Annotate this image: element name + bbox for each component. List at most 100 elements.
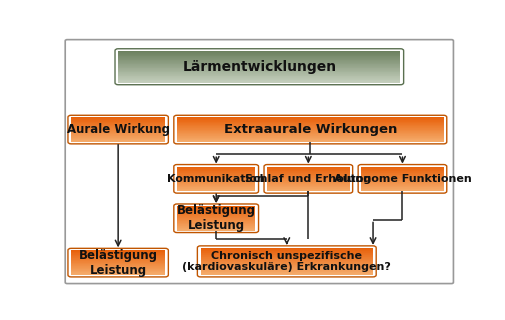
Bar xyxy=(267,185,349,186)
Text: Kommunikation: Kommunikation xyxy=(167,174,265,184)
Bar xyxy=(71,123,165,124)
Bar xyxy=(177,183,255,184)
Bar xyxy=(118,57,400,58)
Bar xyxy=(71,265,165,266)
Bar xyxy=(177,184,255,185)
Bar xyxy=(71,135,165,136)
Bar xyxy=(361,176,443,177)
Bar xyxy=(267,170,349,171)
Bar xyxy=(118,77,400,78)
Bar xyxy=(200,258,372,259)
Bar xyxy=(177,219,255,220)
Bar xyxy=(361,187,443,188)
Bar xyxy=(361,173,443,174)
Bar xyxy=(200,268,372,269)
Bar xyxy=(71,255,165,256)
Bar xyxy=(361,178,443,179)
Bar xyxy=(177,167,255,168)
Bar xyxy=(177,186,255,187)
Bar xyxy=(177,212,255,213)
Bar xyxy=(71,134,165,135)
Bar xyxy=(71,254,165,255)
Bar xyxy=(71,261,165,262)
Bar xyxy=(267,186,349,187)
Bar xyxy=(118,59,400,60)
Bar xyxy=(177,187,255,188)
Bar xyxy=(71,127,165,128)
Bar xyxy=(177,141,443,142)
Bar xyxy=(177,179,255,180)
Bar xyxy=(177,125,443,126)
Bar xyxy=(118,54,400,55)
Bar xyxy=(200,261,372,262)
Bar xyxy=(200,256,372,257)
Bar xyxy=(71,273,165,274)
Bar xyxy=(177,207,255,208)
Bar xyxy=(177,123,443,124)
Bar xyxy=(200,273,372,274)
Bar xyxy=(267,184,349,185)
Bar xyxy=(177,127,443,128)
Bar xyxy=(200,255,372,256)
Bar xyxy=(177,139,443,140)
Bar xyxy=(361,185,443,186)
Bar xyxy=(200,254,372,255)
Bar xyxy=(177,168,255,169)
Bar xyxy=(361,181,443,182)
Bar xyxy=(177,220,255,221)
Bar xyxy=(177,190,255,191)
Bar xyxy=(267,172,349,173)
Bar xyxy=(267,166,349,167)
Bar xyxy=(118,73,400,74)
Bar xyxy=(118,80,400,81)
Text: Chronisch unspezifische
(kardiovaskuläre) Erkrankungen?: Chronisch unspezifische (kardiovaskuläre… xyxy=(182,251,390,272)
Bar xyxy=(71,262,165,263)
Bar xyxy=(200,259,372,260)
Bar xyxy=(118,55,400,56)
Bar xyxy=(118,51,400,52)
Bar xyxy=(177,174,255,175)
Bar xyxy=(177,137,443,138)
Bar xyxy=(118,66,400,67)
Bar xyxy=(267,178,349,179)
Bar xyxy=(71,251,165,252)
Bar xyxy=(177,170,255,171)
Bar xyxy=(267,189,349,190)
Bar xyxy=(118,75,400,76)
Bar xyxy=(177,171,255,172)
Bar xyxy=(118,56,400,57)
Bar xyxy=(361,186,443,187)
Bar xyxy=(177,214,255,215)
Bar xyxy=(267,173,349,174)
Bar xyxy=(177,118,443,119)
Bar xyxy=(267,175,349,176)
Bar xyxy=(71,272,165,273)
Bar xyxy=(71,264,165,265)
Bar xyxy=(361,170,443,171)
Bar xyxy=(361,167,443,168)
Bar xyxy=(177,224,255,225)
FancyBboxPatch shape xyxy=(65,40,452,284)
Bar xyxy=(267,177,349,178)
Bar xyxy=(71,137,165,138)
Bar xyxy=(267,171,349,172)
Bar xyxy=(71,268,165,269)
Bar xyxy=(267,168,349,169)
Bar xyxy=(118,63,400,64)
Bar xyxy=(118,68,400,69)
Bar xyxy=(71,120,165,121)
Bar xyxy=(71,118,165,119)
Bar xyxy=(200,251,372,252)
Text: Lärmentwicklungen: Lärmentwicklungen xyxy=(182,60,336,74)
Bar xyxy=(71,266,165,267)
Bar xyxy=(177,120,443,121)
Bar xyxy=(361,190,443,191)
Bar xyxy=(361,169,443,170)
Bar xyxy=(71,259,165,260)
Bar xyxy=(177,208,255,209)
Bar xyxy=(177,217,255,218)
Bar xyxy=(200,266,372,267)
Bar xyxy=(361,188,443,189)
Bar xyxy=(361,184,443,185)
Bar xyxy=(200,260,372,261)
